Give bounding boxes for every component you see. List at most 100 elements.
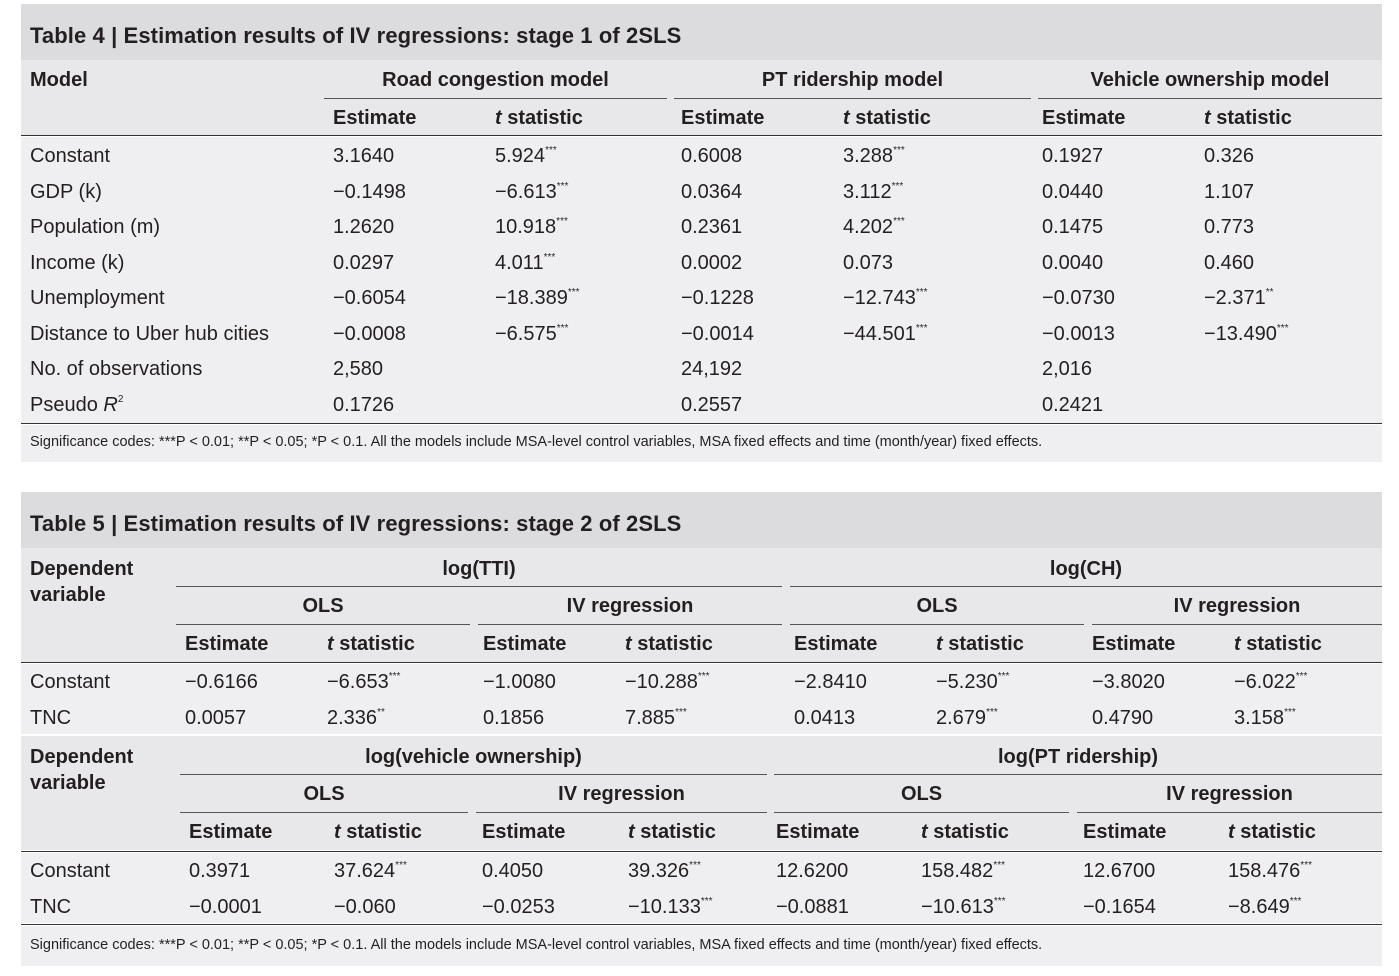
table-cell: −5.230*** xyxy=(936,670,1009,694)
table-cell: 3.158*** xyxy=(1234,706,1296,730)
col-t-statistic: t statistic xyxy=(936,632,1024,656)
significance-marker: *** xyxy=(567,287,580,298)
subgroup-rule xyxy=(1092,624,1382,625)
table-cell-value: 2,580 xyxy=(333,358,384,380)
table-cell-value: 37.624 xyxy=(334,860,396,882)
table-cell: 12.6700 xyxy=(1083,859,1155,883)
table-cell: −0.0001 xyxy=(189,895,262,919)
significance-marker: *** xyxy=(675,707,687,718)
panel-2-header: Dependent variable log(vehicle ownership… xyxy=(21,736,1382,850)
table-cell: 4.011*** xyxy=(495,251,555,275)
table-cell: 7.885*** xyxy=(625,706,687,730)
table-cell: −0.1228 xyxy=(681,286,754,310)
table-cell-value: 0.4050 xyxy=(482,860,544,882)
table-cell-value: 0.460 xyxy=(1204,251,1255,274)
table-cell-value: −0.1654 xyxy=(1083,896,1156,918)
table-4-title-bar: Table 4 | Estimation results of IV regre… xyxy=(21,4,1382,60)
table-cell-value: −6.022 xyxy=(1234,671,1296,693)
table-cell: 0.0440 xyxy=(1042,180,1103,204)
group-rule xyxy=(774,774,1382,775)
table-cell-value: 158.482 xyxy=(921,860,994,882)
table-4-header: Model Road congestion model PT ridership… xyxy=(21,60,1382,136)
table-cell-value: 5.924 xyxy=(495,145,546,167)
table-cell: −0.0730 xyxy=(1042,286,1115,310)
significance-marker: *** xyxy=(993,860,1005,871)
col-t-italic: t xyxy=(921,821,928,843)
table-cell-value: −0.0013 xyxy=(1042,322,1115,345)
panel-1-body: Constant −0.6166 −6.653*** −1.0080 −10.288**… xyxy=(21,664,1382,734)
subgroup-iv-regression: IV regression xyxy=(558,783,685,805)
table-cell-value: 4.202 xyxy=(843,216,894,238)
table-cell-value: −13.490 xyxy=(1204,322,1277,345)
subgroup-rule xyxy=(478,624,782,625)
table-cell: 0.326 xyxy=(1204,144,1254,168)
table-cell-value: −0.1228 xyxy=(681,287,754,309)
table-cell-value: 0.0440 xyxy=(1042,180,1104,203)
table-cell-value: 0.073 xyxy=(843,251,894,274)
subgroup-rule xyxy=(180,812,468,813)
table-cell-value: 0.4790 xyxy=(1092,707,1154,729)
table-cell-value: −10.613 xyxy=(921,896,994,918)
table-cell-value: 0.0413 xyxy=(794,707,856,729)
table-cell-value: 3.158 xyxy=(1234,707,1285,729)
table-cell-value: −8.649 xyxy=(1228,896,1290,918)
table-cell-value: −6.653 xyxy=(327,671,389,693)
table-cell-value: 2,016 xyxy=(1042,358,1093,380)
table-cell-value: 2.336 xyxy=(327,707,378,729)
col-t-statistic: t statistic xyxy=(334,820,422,844)
col-estimate: Estimate xyxy=(681,107,765,129)
table-cell: 0.6008 xyxy=(681,144,742,168)
table-cell-value: −10.133 xyxy=(628,896,701,918)
significance-marker: *** xyxy=(1295,671,1308,682)
table-cell-value: 2.679 xyxy=(936,707,987,729)
table-cell-value: −0.0008 xyxy=(333,322,406,345)
row-label-text: Pseudo xyxy=(30,393,104,416)
table-cell: 0.460 xyxy=(1204,251,1254,275)
table-4-footnote: Significance codes: ***P < 0.01; **P < 0… xyxy=(30,434,1043,450)
table-cell: 1.2620 xyxy=(333,215,394,239)
subgroup-iv-regression: IV regression xyxy=(1173,595,1301,617)
table-cell-value: 0.2421 xyxy=(1042,393,1104,416)
col-statistic-text: statistic xyxy=(1240,633,1322,655)
table-cell: 2,016 xyxy=(1042,357,1092,381)
col-statistic-text: statistic xyxy=(1234,821,1316,843)
significance-marker: *** xyxy=(1300,860,1312,871)
significance-marker: *** xyxy=(543,251,556,263)
significance-marker: *** xyxy=(395,860,407,871)
col-estimate: Estimate xyxy=(189,821,273,843)
col-t-statistic: t statistic xyxy=(1228,820,1316,844)
table-cell-value: −10.288 xyxy=(625,671,698,693)
table-cell-value: −6.613 xyxy=(495,180,557,203)
table-cell: −0.6166 xyxy=(185,670,258,694)
significance-marker: *** xyxy=(1289,896,1302,907)
table-cell: 0.4050 xyxy=(482,859,543,883)
table-cell-value: 24,192 xyxy=(681,358,743,380)
header-rule xyxy=(21,662,1382,663)
table-cell-value: 0.0057 xyxy=(185,707,247,729)
table-cell-value: −5.230 xyxy=(936,671,998,693)
table-cell: −44.501*** xyxy=(843,322,928,346)
col-estimate: Estimate xyxy=(776,821,860,843)
col-statistic-text: statistic xyxy=(942,633,1024,655)
footer-rule xyxy=(21,924,1382,925)
significance-marker: *** xyxy=(388,671,401,682)
table-cell-value: −0.6054 xyxy=(333,287,406,309)
significance-marker: *** xyxy=(915,322,928,334)
table-cell-value: 1.2620 xyxy=(333,216,395,238)
table-cell-value: 12.6700 xyxy=(1083,860,1156,882)
model-label: Model xyxy=(30,69,88,91)
table-cell: 0.0364 xyxy=(681,180,742,204)
table-cell-value: 4.011 xyxy=(495,251,544,274)
table-cell: 2.336** xyxy=(327,706,385,730)
footer-rule xyxy=(21,423,1382,424)
table-5-footnote-area: Significance codes: ***P < 0.01; **P < 0… xyxy=(21,926,1382,966)
col-t-italic: t xyxy=(628,821,635,843)
table-cell-value: 0.1726 xyxy=(333,393,395,416)
table-5-title: Table 5 | Estimation results of IV regre… xyxy=(30,511,682,536)
table-cell-value: −2.371 xyxy=(1204,287,1266,309)
subgroup-rule xyxy=(774,812,1069,813)
group-log-tti: log(TTI) xyxy=(442,558,516,580)
table-cell-value: −18.389 xyxy=(495,287,568,309)
col-t-statistic: t statistic xyxy=(495,107,583,129)
subgroup-ols: OLS xyxy=(900,783,943,805)
